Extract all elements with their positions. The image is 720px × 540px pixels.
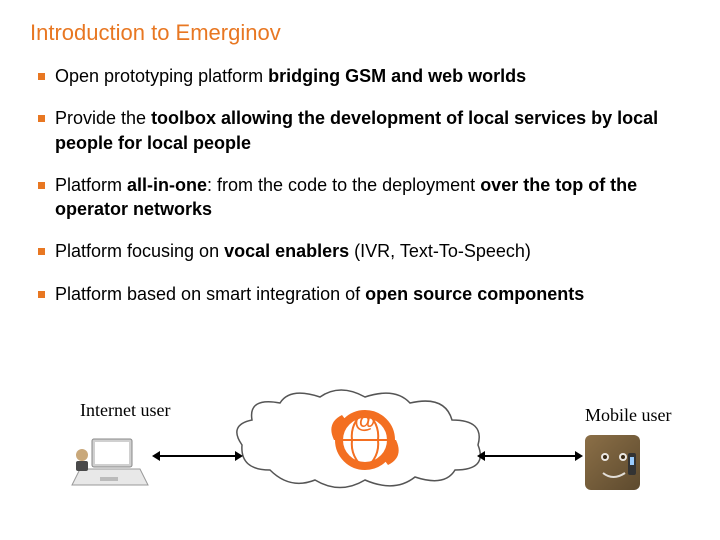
bullet-list: Open prototyping platform bridging GSM a…	[30, 64, 690, 306]
bullet-item: Open prototyping platform bridging GSM a…	[38, 64, 690, 88]
internet-user-label: Internet user	[80, 400, 170, 421]
bullet-item: Provide the toolbox allowing the develop…	[38, 106, 690, 155]
bullet-item: Platform based on smart integration of o…	[38, 282, 690, 306]
arrow-right	[485, 455, 575, 457]
emerginov-logo-icon: @	[330, 405, 400, 475]
laptop-icon	[70, 435, 155, 490]
page-title: Introduction to Emerginov	[30, 20, 690, 46]
mobile-user-label: Mobile user	[585, 405, 671, 426]
bullet-marker-icon	[38, 291, 45, 298]
bullet-item: Platform all-in-one: from the code to th…	[38, 173, 690, 222]
bullet-text: Platform based on smart integration of o…	[55, 282, 584, 306]
arrow-left	[160, 455, 235, 457]
svg-text:@: @	[354, 408, 375, 433]
bullet-text: Platform focusing on vocal enablers (IVR…	[55, 239, 531, 263]
bullet-marker-icon	[38, 73, 45, 80]
bullet-text: Provide the toolbox allowing the develop…	[55, 106, 690, 155]
bullet-item: Platform focusing on vocal enablers (IVR…	[38, 239, 690, 263]
bullet-text: Platform all-in-one: from the code to th…	[55, 173, 690, 222]
mobile-user-icon	[585, 435, 640, 490]
diagram: Internet user @ Mobile user	[30, 365, 690, 515]
bullet-marker-icon	[38, 182, 45, 189]
bullet-marker-icon	[38, 248, 45, 255]
bullet-marker-icon	[38, 115, 45, 122]
bullet-text: Open prototyping platform bridging GSM a…	[55, 64, 526, 88]
